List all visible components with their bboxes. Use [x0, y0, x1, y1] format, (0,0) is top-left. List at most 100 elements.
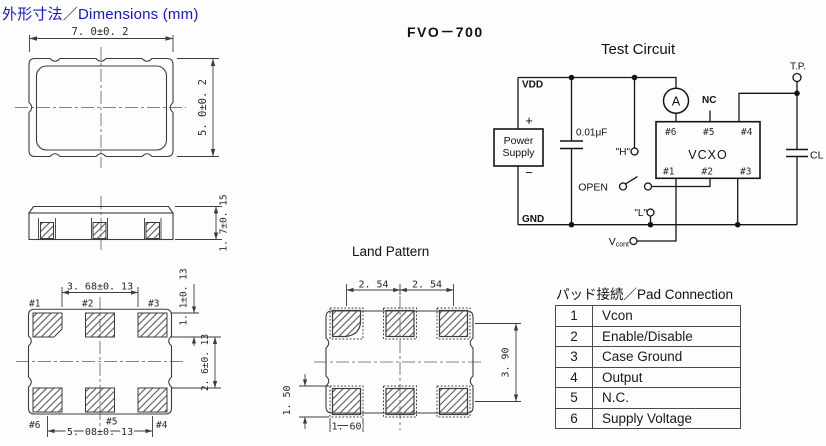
land-pad-4	[438, 387, 469, 416]
high-label: "H"	[616, 147, 631, 158]
package-outline-outer	[28, 57, 174, 158]
dim-pitch-inner: 3. 68±0. 13	[61, 282, 139, 307]
svg-text:1. 1±0. 13: 1. 1±0. 13	[179, 268, 190, 325]
svg-text:1. 60: 1. 60	[331, 421, 361, 432]
package-outline-inner	[35, 65, 168, 151]
vcxo-box	[655, 120, 761, 180]
table-row: 5 N.C.	[555, 387, 741, 409]
low-terminal	[646, 208, 655, 217]
dim-height: 5. 0±0. 2	[177, 58, 219, 157]
bottom-pads	[32, 312, 168, 413]
land-pads	[329, 307, 471, 418]
dim-thickness-value: 1. 7±0. 15	[219, 194, 230, 251]
pad-1	[32, 312, 63, 338]
svg-text:1. 50: 1. 50	[282, 385, 293, 415]
pad-4	[137, 387, 168, 413]
land-pattern-drawing: 2. 54 2. 54 3. 90 1. 50 1. 60	[282, 280, 521, 434]
land-pad-1	[331, 309, 362, 338]
side-pads	[40, 222, 160, 239]
pad-connection-title: パッド接続／Pad Connection	[556, 287, 734, 302]
table-row: 4 Output	[555, 366, 741, 388]
land-pattern-title: Land Pattern	[352, 244, 430, 259]
wire-vcont-to-pin1	[637, 178, 677, 242]
pin6-label: #6	[665, 127, 677, 138]
land-pad-2	[385, 309, 415, 338]
dim-pad-height: 1. 1±0. 13	[171, 268, 199, 346]
vdd-label: VDD	[522, 80, 543, 91]
pad-connection-table: 1 Vcon 2 Enable/Disable 3 Case Ground 4 …	[555, 305, 741, 429]
pad-3	[137, 312, 168, 338]
dimensions-section-title: 外形寸法／Dimensions (mm)	[2, 6, 199, 23]
svg-text:2. 6±0. 13: 2. 6±0. 13	[200, 334, 211, 391]
junction-dots	[568, 74, 800, 228]
pin3-label: #3	[740, 167, 751, 178]
dim-land-pad-height: 1. 50	[282, 374, 329, 429]
switch-pole-terminal	[618, 182, 628, 191]
pad-2	[85, 312, 115, 338]
svg-text:#2: #2	[82, 299, 93, 310]
pad-function: Enable/Disable	[592, 325, 741, 347]
dim-thickness: 1. 7±0. 15	[175, 194, 230, 252]
svg-text:#5: #5	[106, 417, 117, 428]
pad-5	[85, 387, 115, 413]
package-bottom-view: #1 #2 #3 #6 #5 #4 3. 68±0. 13 1. 1±0. 13	[16, 268, 221, 440]
tp-terminal	[792, 72, 802, 83]
open-label: OPEN	[578, 182, 608, 194]
model-number: FVO－700	[407, 24, 484, 40]
vcont-label: Vcont	[609, 236, 629, 249]
pin2-label: #2	[702, 167, 713, 178]
package-side-view: 1. 7±0. 15	[27, 194, 230, 252]
body-profile	[28, 212, 174, 241]
power-supply-box	[493, 128, 544, 167]
dim-row-gap: 2. 6±0. 13	[171, 334, 221, 391]
pad-number: 2	[555, 325, 593, 347]
tp-label: T.P.	[790, 62, 806, 73]
test-circuit-title: Test Circuit	[601, 41, 676, 58]
bypass-cap-plates	[560, 140, 583, 150]
package-top-view: 7. 0±0. 2 5. 0±0. 2	[15, 26, 219, 168]
bypass-cap-label: 0.01μF	[576, 128, 607, 139]
ammeter-symbol	[662, 87, 690, 114]
pad-function: N.C.	[592, 387, 741, 409]
pad-number: 3	[555, 346, 593, 368]
svg-text:3. 68±0. 13: 3. 68±0. 13	[67, 282, 133, 293]
table-row: 3 Case Ground	[555, 346, 741, 368]
pad-number: 6	[555, 407, 593, 429]
power-supply-label-2: Supply	[502, 147, 535, 159]
minus-label: −	[525, 165, 533, 180]
land-pad-6	[331, 387, 362, 416]
ammeter-label: A	[672, 95, 681, 109]
switch-lever	[625, 175, 638, 185]
pad-number: 5	[555, 387, 593, 409]
svg-text:3. 90: 3. 90	[501, 347, 512, 377]
pin5-label: #5	[703, 127, 714, 138]
land-pad-5	[385, 387, 415, 416]
svg-text:#3: #3	[148, 299, 159, 310]
low-label: "L"	[634, 208, 647, 219]
dim-land-pad-width: 1. 60	[329, 418, 364, 434]
power-supply-label-1: Power	[504, 135, 534, 147]
svg-text:2. 54: 2. 54	[412, 280, 442, 291]
pad-function: Output	[592, 366, 741, 388]
svg-text:#1: #1	[29, 299, 41, 310]
pad-function: Vcon	[592, 305, 741, 327]
pad-number: 1	[555, 305, 593, 327]
pin4-label: #4	[741, 127, 753, 138]
switch-throw-terminal	[643, 182, 653, 191]
dim-pitch-outer: 5. 08±0. 13	[47, 416, 153, 440]
gnd-label: GND	[522, 214, 544, 225]
table-row: 1 Vcon	[555, 305, 741, 327]
plus-label: +	[525, 113, 533, 128]
nc-label: NC	[702, 95, 716, 106]
pin1-label: #1	[663, 167, 675, 178]
bottom-pad-labels: #1 #2 #3 #6 #5 #4	[29, 299, 168, 432]
dim-width: 7. 0±0. 2	[29, 26, 174, 52]
high-terminal	[630, 147, 639, 156]
vcxo-label: VCXO	[688, 148, 727, 162]
wire-pin4-tp	[738, 92, 797, 122]
dim-land-row-pitch: 3. 90	[475, 323, 521, 402]
wire-switch-to-pin2	[651, 178, 711, 188]
table-row: 6 Supply Voltage	[555, 407, 741, 429]
